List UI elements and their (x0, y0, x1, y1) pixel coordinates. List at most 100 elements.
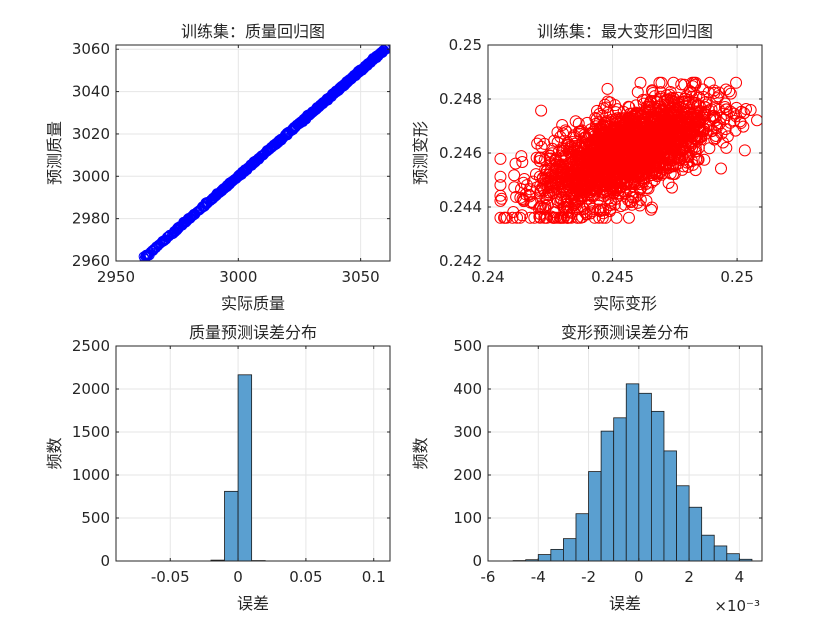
scatter-point (494, 170, 507, 183)
scatter-point (625, 190, 638, 203)
scatter-point (591, 131, 604, 144)
scatter-point (273, 136, 284, 147)
scatter-point (271, 138, 282, 149)
scatter-point (627, 168, 640, 181)
scatter-point (651, 128, 664, 141)
scatter-point (541, 188, 554, 201)
y-tick-label: 3020 (72, 125, 110, 143)
chart-title: 训练集：质量回归图 (181, 22, 325, 41)
scatter-point (601, 170, 614, 183)
scatter-point (711, 118, 724, 131)
scatter-point (667, 121, 680, 134)
scatter-point (702, 86, 715, 99)
axes-frame (115, 345, 391, 562)
chart-title: 质量预测误差分布 (189, 323, 317, 342)
scatter-point (216, 186, 227, 197)
scatter-point (690, 153, 703, 166)
scatter-point (509, 157, 522, 170)
scatter-point (494, 194, 507, 207)
scatter-point (494, 211, 507, 224)
scatter-point (597, 148, 610, 161)
scatter-point (572, 139, 585, 152)
scatter-point (609, 124, 622, 137)
scatter-point (564, 140, 577, 153)
scatter-point (177, 219, 188, 230)
y-axis-label: 预测变形 (411, 121, 430, 185)
scatter-point (558, 181, 571, 194)
scatter-point (612, 112, 625, 125)
scatter-point (708, 87, 721, 100)
scatter-point (289, 121, 300, 132)
y-tick-label: 2960 (72, 252, 110, 270)
scatter-point (521, 179, 534, 192)
scatter-point (633, 199, 646, 212)
scatter-point (720, 103, 733, 116)
scatter-point (637, 142, 650, 155)
scatter-point (535, 104, 548, 117)
scatter-point (574, 170, 587, 183)
scatter-point (529, 168, 542, 181)
scatter-point (187, 210, 198, 221)
histogram-bar (713, 545, 728, 561)
scatter-point (714, 162, 727, 175)
scatter-point (594, 163, 607, 176)
scatter-point (561, 136, 574, 149)
y-tick-label: 0.248 (439, 90, 482, 108)
scatter-point (645, 203, 658, 216)
histogram-bar (563, 538, 577, 561)
histogram-bar (588, 471, 602, 561)
histogram-bar (237, 374, 253, 561)
scatter-point (323, 95, 334, 106)
histogram-bar (688, 506, 703, 561)
scatter-point (554, 130, 567, 143)
scatter-point (692, 99, 705, 112)
scatter-point (547, 206, 560, 219)
scatter-point (557, 163, 570, 176)
scatter-point (568, 196, 581, 209)
scatter-point (562, 173, 575, 186)
chart-panel-2: 0.24 0.245 0.25 0.242 0.244 0.246 0.248 0.25 训练集… (411, 22, 763, 313)
scatter-point (594, 128, 607, 141)
scatter-point (579, 138, 592, 151)
scatter-point (558, 144, 571, 157)
scatter-point (556, 127, 569, 140)
y-tick-label: 2980 (72, 210, 110, 228)
scatter-point (264, 144, 275, 155)
scatter-point (366, 54, 377, 65)
scatter-point (572, 117, 585, 130)
scatter-point (663, 88, 676, 101)
scatter-point (690, 89, 703, 102)
scatter-point (534, 200, 547, 213)
y-tick-label: 200 (453, 466, 482, 484)
histogram-bar (613, 417, 627, 561)
scatter-point (575, 124, 588, 137)
y-tick-label: 300 (453, 423, 482, 441)
scatter-point (663, 110, 676, 123)
scatter-point (637, 166, 650, 179)
scatter-point (588, 189, 601, 202)
scatter-point (626, 114, 639, 127)
scatter-point (498, 211, 511, 224)
scatter-point (296, 116, 307, 127)
scatter-point (610, 211, 623, 224)
scatter-point (681, 147, 694, 160)
scatter-point (630, 127, 643, 140)
scatter-point (619, 187, 632, 200)
plot-area (116, 346, 390, 561)
scatter-point (160, 234, 171, 245)
y-tick-label: 3040 (72, 83, 110, 101)
scatter-point (630, 166, 643, 179)
histogram-bar (537, 554, 552, 561)
scatter-point (628, 140, 641, 153)
scatter-point (658, 98, 671, 111)
scatter-point (677, 106, 690, 119)
scatter-point (633, 158, 646, 171)
scatter-point (658, 147, 671, 160)
scatter-point (643, 158, 656, 171)
scatter-point (151, 242, 162, 253)
y-tick-label: 400 (453, 380, 482, 398)
scatter-point (614, 112, 627, 125)
x-tick-label: 3050 (342, 268, 380, 286)
chart-panel-3: -0.05 0 0.05 0.1 0 500 1000 1500 2000 2500 质量预测误差分… (45, 323, 391, 613)
